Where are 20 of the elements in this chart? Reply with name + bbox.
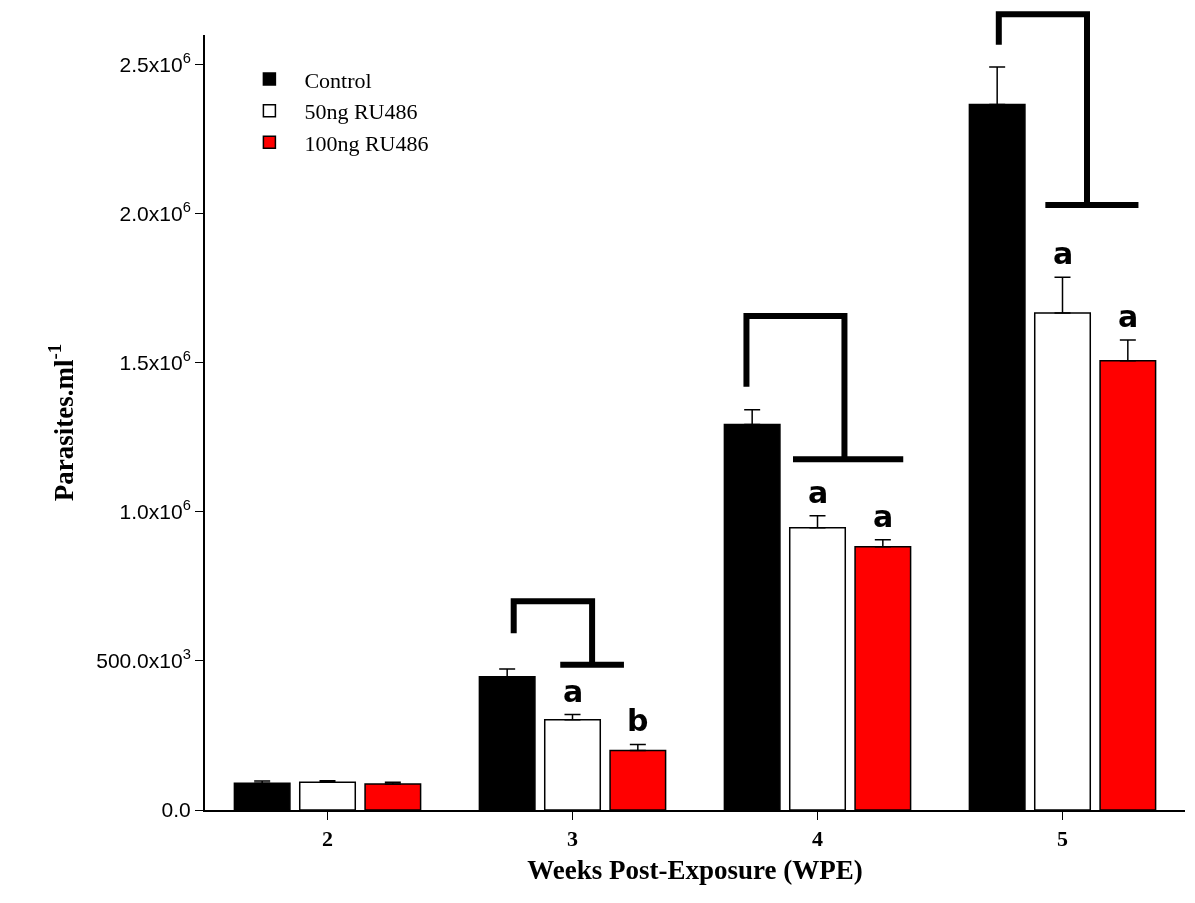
legend-label: Control [304,67,372,93]
y-tick-label: 1.0x10$^{6}$ [119,497,191,524]
x-tick-label: 5 [1057,826,1068,852]
data-label: a [563,674,584,709]
y-tick-label: 2.0x10$^{6}$ [119,199,191,226]
data-label: a [1053,236,1074,271]
x-tick-label: 4 [812,826,823,852]
y-tick-label: 500.0x10$^{3}$ [96,646,191,673]
data-label: a [808,475,829,510]
data-label: a [873,499,894,534]
data-label: a [1118,299,1139,334]
legend-label: 50ng RU486 [304,99,418,125]
legend-label: 100ng RU486 [304,130,429,156]
x-tick-label: 2 [322,826,333,852]
x-axis-title: Weeks Post-Exposure (WPE) [527,855,863,886]
x-tick-label: 3 [567,826,578,852]
y-tick-label: 1.5x10$^{6}$ [119,348,191,375]
y-tick-label: 0.0 [161,798,191,822]
y-tick-label: 2.5x10$^{6}$ [119,50,191,77]
data-label: b [627,703,649,738]
